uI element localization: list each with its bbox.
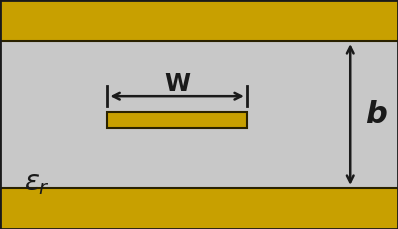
Bar	[107, 112, 247, 128]
Text: $\varepsilon_r$: $\varepsilon_r$	[24, 169, 50, 197]
Text: b: b	[365, 100, 387, 129]
Text: W: W	[164, 72, 190, 95]
Bar	[0, 188, 398, 229]
Bar	[0, 0, 398, 41]
